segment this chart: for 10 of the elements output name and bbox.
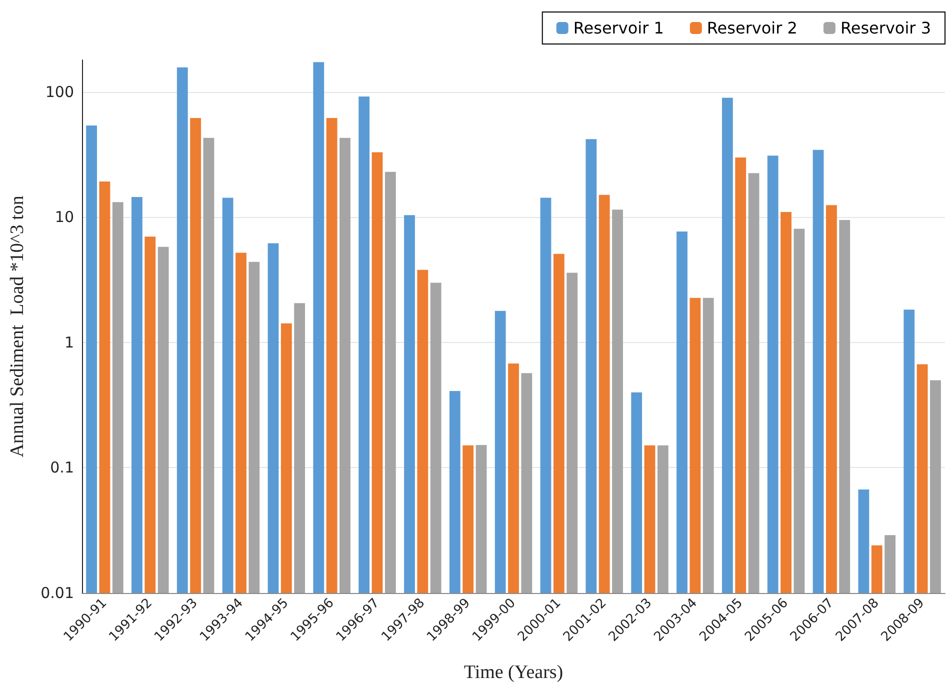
y-axis-title: Annual Sediment Load *10^3 ton	[7, 195, 28, 458]
legend-label: Reservoir 1	[573, 18, 664, 38]
y-tick-label: 1	[64, 333, 74, 352]
legend-label: Reservoir 2	[706, 18, 798, 38]
x-axis-title: Time (Years)	[464, 662, 564, 683]
y-tick-label: 0.1	[50, 458, 74, 477]
legend-label: Reservoir 3	[840, 18, 931, 38]
y-tick-label: 0.01	[40, 584, 74, 602]
y-tick-label: 10	[54, 208, 74, 226]
y-tick-label: 100	[45, 82, 74, 101]
